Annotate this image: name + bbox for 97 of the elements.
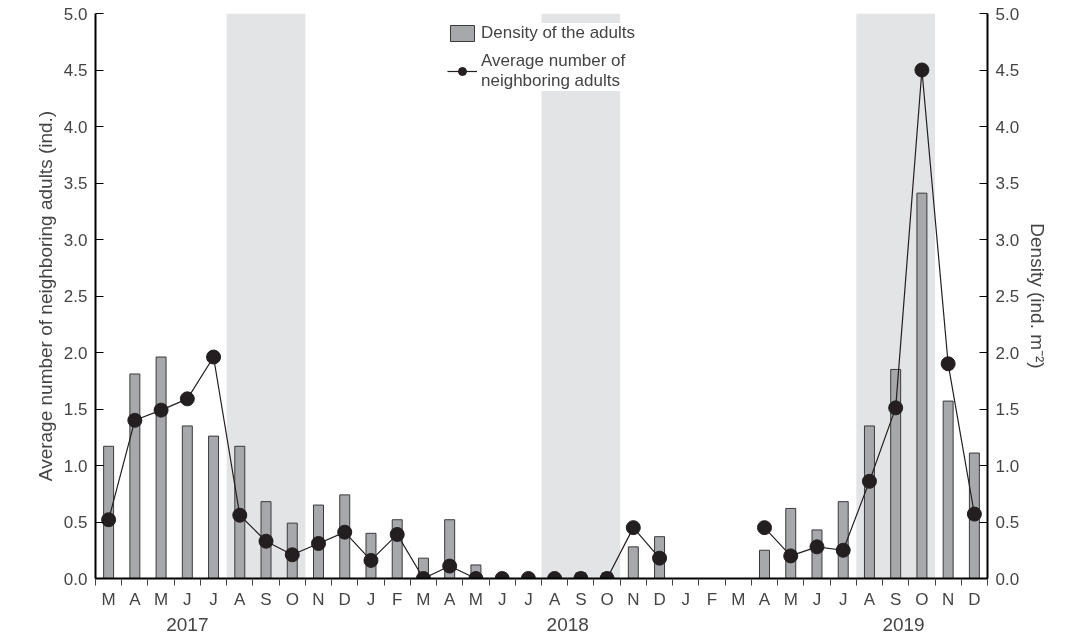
point: [442, 558, 458, 574]
bar: [627, 546, 639, 579]
y-tick-label: 4.0: [63, 117, 88, 137]
y-tick-label: 5.0: [63, 4, 88, 24]
x-tick-label: N: [627, 589, 640, 609]
x-tick-label: A: [863, 589, 876, 609]
point: [966, 506, 982, 522]
y2-tick-label: 1.0: [995, 456, 1020, 476]
point: [389, 526, 405, 542]
bar: [129, 373, 141, 579]
y-tick-label: 1.0: [63, 456, 88, 476]
x-tick-label: J: [812, 589, 822, 609]
bar: [890, 368, 902, 579]
x-tick-label: A: [444, 589, 457, 609]
point: [835, 542, 851, 558]
bar: [181, 425, 193, 579]
point: [284, 547, 300, 563]
point: [311, 535, 326, 551]
x-tick-label: O: [285, 589, 299, 609]
y2-tick-label: 3.0: [995, 230, 1020, 250]
x-tick-label: J: [681, 589, 691, 609]
x-tick-label: S: [890, 589, 902, 609]
y2-tick-label: 0.5: [995, 513, 1020, 532]
bar: [155, 356, 167, 579]
x-tick-label: M: [101, 589, 116, 609]
x-tick-label: J: [497, 589, 507, 609]
point: [337, 524, 353, 540]
x-tick-label: J: [524, 589, 533, 609]
x-tick-label: F: [392, 589, 403, 609]
y-tick-label: 2.5: [63, 287, 88, 306]
point: [232, 507, 248, 523]
x-tick-label: N: [312, 589, 325, 609]
y-tick-label: 2.0: [63, 343, 88, 363]
bar: [863, 425, 875, 579]
point: [625, 520, 641, 536]
x-tick-label: S: [575, 589, 587, 609]
point: [757, 520, 772, 536]
point: [363, 552, 379, 568]
x-tick-label: A: [758, 589, 771, 609]
point: [153, 402, 169, 418]
y-tick-label: 0.5: [63, 513, 88, 532]
point: [809, 539, 825, 555]
x-tick-label: O: [600, 589, 614, 609]
x-tick-label: J: [183, 589, 192, 609]
point: [783, 548, 799, 564]
text: 2019: [882, 613, 925, 633]
point: [101, 512, 117, 528]
y2-axis-title: Density (ind. m⁻²): [1027, 223, 1049, 369]
x-tick-label: J: [366, 589, 376, 609]
x-tick-label: J: [209, 589, 218, 609]
point: [861, 473, 877, 489]
bar: [916, 192, 928, 579]
x-tick-label: O: [915, 589, 929, 609]
point: [258, 533, 274, 549]
y-axis-title: Average number of neighboring adults (ind.): [34, 110, 56, 482]
y2-tick-label: 5.0: [995, 4, 1020, 24]
point: [652, 550, 668, 566]
x-tick-label: A: [548, 589, 561, 609]
y2-tick-label: 4.5: [995, 61, 1020, 80]
point: [206, 349, 222, 365]
text: 2017: [166, 613, 209, 633]
y2-tick-label: 4.0: [995, 117, 1020, 137]
point: [940, 356, 956, 372]
bar: [759, 549, 770, 579]
x-tick-label: M: [416, 589, 431, 609]
legend-label: Density of the adults: [480, 23, 636, 43]
x-tick-label: M: [783, 589, 798, 609]
point: [127, 412, 143, 428]
x-tick-label: F: [706, 589, 718, 609]
x-tick-label: M: [154, 589, 169, 609]
y2-tick-label: 3.5: [995, 174, 1020, 193]
y2-tick-label: 0.0: [995, 569, 1020, 589]
x-tick-label: J: [838, 589, 848, 609]
x-tick-label: M: [468, 589, 483, 609]
y2-tick-label: 2.0: [995, 343, 1020, 363]
bar: [942, 400, 954, 579]
point: [914, 62, 930, 78]
x-tick-label: D: [653, 589, 666, 609]
bar: [208, 435, 220, 579]
x-tick-label: S: [260, 589, 272, 609]
point: [179, 391, 195, 407]
y-tick-label: 3.0: [63, 230, 88, 250]
x-tick-label: D: [338, 589, 351, 609]
y-tick-label: 1.5: [63, 400, 88, 419]
x-tick-label: N: [942, 589, 955, 609]
x-tick-label: A: [129, 589, 142, 609]
y2-tick-label: 2.5: [995, 287, 1020, 306]
y2-tick-label: 1.5: [995, 400, 1020, 419]
y-tick-label: 3.5: [63, 174, 88, 193]
y-tick-label: 4.5: [63, 61, 88, 80]
x-tick-label: M: [731, 589, 746, 609]
text: 2018: [546, 613, 589, 633]
x-tick-label: A: [234, 589, 247, 609]
point: [888, 400, 904, 416]
y-tick-label: 0.0: [63, 569, 88, 589]
x-tick-label: D: [968, 589, 981, 609]
legend-label: Average number of neighboring adults: [480, 51, 626, 91]
